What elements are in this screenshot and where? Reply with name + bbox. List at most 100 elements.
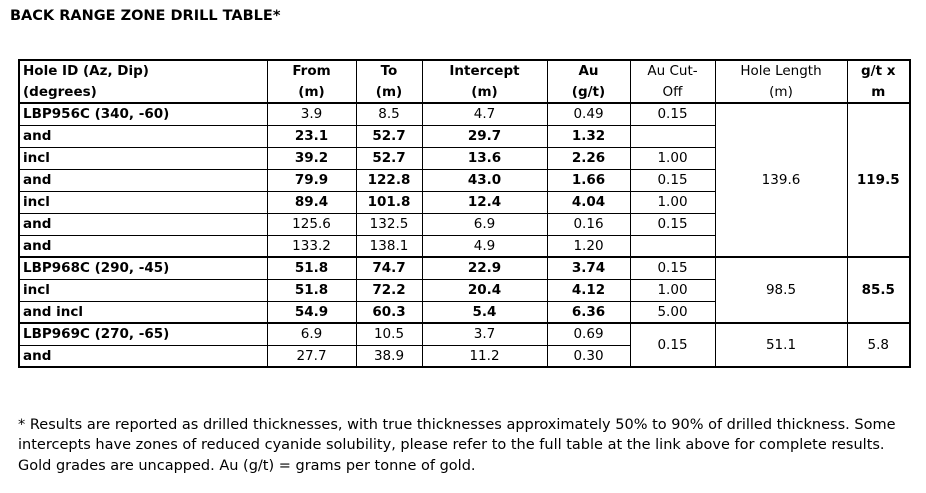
intercept-cell: 20.4 (421, 278, 548, 302)
drill-table: Hole ID (Az, Dip) (degrees) From (m) To (m… (18, 59, 911, 368)
au-cutoff-cell (629, 234, 716, 258)
au-cutoff-cell: 1.00 (629, 190, 716, 214)
intercept-cell: 29.7 (421, 124, 548, 148)
to-cell: 101.8 (355, 190, 423, 214)
au-cutoff-cell: 0.15 (629, 168, 716, 192)
au-cell: 0.16 (546, 212, 631, 236)
intercept-cell: 5.4 (421, 300, 548, 324)
intercept-cell: 4.9 (421, 234, 548, 258)
au-cutoff-cell: 1.00 (629, 146, 716, 170)
col-header-hole-id: Hole ID (Az, Dip) (degrees) (18, 59, 268, 104)
intercept-cell: 6.9 (421, 212, 548, 236)
table-row: LBP968C (290, -45) 51.8 74.7 22.9 3.74 0.15 98… (18, 256, 911, 324)
to-cell: 74.7 (355, 256, 423, 280)
table-row: incl 89.4 101.8 12.4 4.04 1.00 (18, 190, 910, 214)
from-cell: 89.4 (266, 190, 357, 214)
au-cell: 3.74 (546, 256, 631, 280)
au-cutoff-cell: 0.15 (629, 322, 716, 368)
to-cell: 10.5 (355, 322, 423, 346)
page-title: BACK RANGE ZONE DRILL TABLE* (10, 8, 281, 24)
table-row: and 125.6 132.5 6.9 0.16 0.15 (18, 212, 910, 236)
au-cell: 1.66 (546, 168, 631, 192)
gt-x-m-cell: 5.8 (846, 322, 911, 368)
gt-x-m-cell: 85.5 (846, 256, 911, 324)
intercept-cell: 13.6 (421, 146, 548, 170)
drill-table-header: Hole ID (Az, Dip) (degrees) From (m) To (m… (18, 59, 911, 104)
footnote: * Results are reported as drilled thickn… (18, 417, 896, 474)
intercept-cell: 43.0 (421, 168, 548, 192)
hole-length-cell: 98.5 (714, 256, 848, 324)
hole-id-cell: and (18, 212, 268, 236)
au-cutoff-cell: 5.00 (629, 300, 716, 324)
from-cell: 6.9 (266, 322, 357, 346)
au-cutoff-cell (629, 124, 716, 148)
table-row: and 27.7 38.9 11.2 0.30 (18, 344, 910, 368)
from-cell: 133.2 (266, 234, 357, 258)
from-cell: 79.9 (266, 168, 357, 192)
au-cell: 6.36 (546, 300, 631, 324)
hole-id-cell: and (18, 168, 268, 192)
col-header-au-cutoff: Au Cut- Off (629, 59, 716, 104)
table-row: and 79.9 122.8 43.0 1.66 0.15 (18, 168, 910, 192)
intercept-cell: 22.9 (421, 256, 548, 280)
au-cutoff-cell: 0.15 (629, 256, 716, 280)
table-row: LBP956C (340, -60) 3.9 8.5 4.7 0.49 0.15 139.6… (18, 102, 911, 258)
to-cell: 38.9 (355, 344, 423, 368)
gt-x-m-cell: 119.5 (846, 102, 911, 258)
hole-length-cell: 139.6 (714, 102, 848, 258)
to-cell: 138.1 (355, 234, 423, 258)
hole-id-cell: and (18, 344, 268, 368)
from-cell: 23.1 (266, 124, 357, 148)
table-row: incl 51.8 72.2 20.4 4.12 1.00 (18, 278, 910, 302)
col-header-intercept: Intercept (m) (421, 59, 548, 104)
col-header-from: From (m) (266, 59, 357, 104)
to-cell: 52.7 (355, 124, 423, 148)
to-cell: 8.5 (355, 102, 423, 126)
table-row: and incl 54.9 60.3 5.4 6.36 5.00 (18, 300, 910, 324)
to-cell: 72.2 (355, 278, 423, 302)
hole-id-cell: and (18, 234, 268, 258)
intercept-cell: 11.2 (421, 344, 548, 368)
from-cell: 51.8 (266, 256, 357, 280)
au-cell: 1.20 (546, 234, 631, 258)
to-cell: 60.3 (355, 300, 423, 324)
au-cell: 4.12 (546, 278, 631, 302)
col-header-to: To (m) (355, 59, 423, 104)
from-cell: 54.9 (266, 300, 357, 324)
hole-id-cell: and incl (18, 300, 268, 324)
col-header-gt-x-m: g/t x m (846, 59, 911, 104)
intercept-cell: 4.7 (421, 102, 548, 126)
au-cell: 0.69 (546, 322, 631, 346)
hole-id-cell: incl (18, 190, 268, 214)
drill-table-body: LBP956C (340, -60) 3.9 8.5 4.7 0.49 0.15 139.6… (18, 102, 911, 368)
to-cell: 52.7 (355, 146, 423, 170)
from-cell: 39.2 (266, 146, 357, 170)
from-cell: 27.7 (266, 344, 357, 368)
au-cell: 4.04 (546, 190, 631, 214)
from-cell: 3.9 (266, 102, 357, 126)
au-cell: 2.26 (546, 146, 631, 170)
intercept-cell: 3.7 (421, 322, 548, 346)
au-cutoff-cell: 0.15 (629, 212, 716, 236)
hole-id-cell: LBP969C (270, -65) (18, 322, 268, 346)
au-cell: 1.32 (546, 124, 631, 148)
col-header-au: Au (g/t) (546, 59, 631, 104)
col-header-hole-length: Hole Length (m) (714, 59, 848, 104)
table-row: LBP969C (270, -65) 6.9 10.5 3.7 0.69 0.15 51.1… (18, 322, 911, 368)
au-cell: 0.30 (546, 344, 631, 368)
intercept-cell: 12.4 (421, 190, 548, 214)
hole-id-cell: LBP968C (290, -45) (18, 256, 268, 280)
au-cutoff-cell: 0.15 (629, 102, 716, 126)
hole-id-cell: and (18, 124, 268, 148)
to-cell: 122.8 (355, 168, 423, 192)
au-cutoff-cell: 1.00 (629, 278, 716, 302)
table-row: and 23.1 52.7 29.7 1.32 (18, 124, 910, 148)
au-cell: 0.49 (546, 102, 631, 126)
hole-length-cell: 51.1 (714, 322, 848, 368)
hole-id-cell: incl (18, 146, 268, 170)
to-cell: 132.5 (355, 212, 423, 236)
hole-id-cell: incl (18, 278, 268, 302)
hole-id-cell: LBP956C (340, -60) (18, 102, 268, 126)
from-cell: 51.8 (266, 278, 357, 302)
